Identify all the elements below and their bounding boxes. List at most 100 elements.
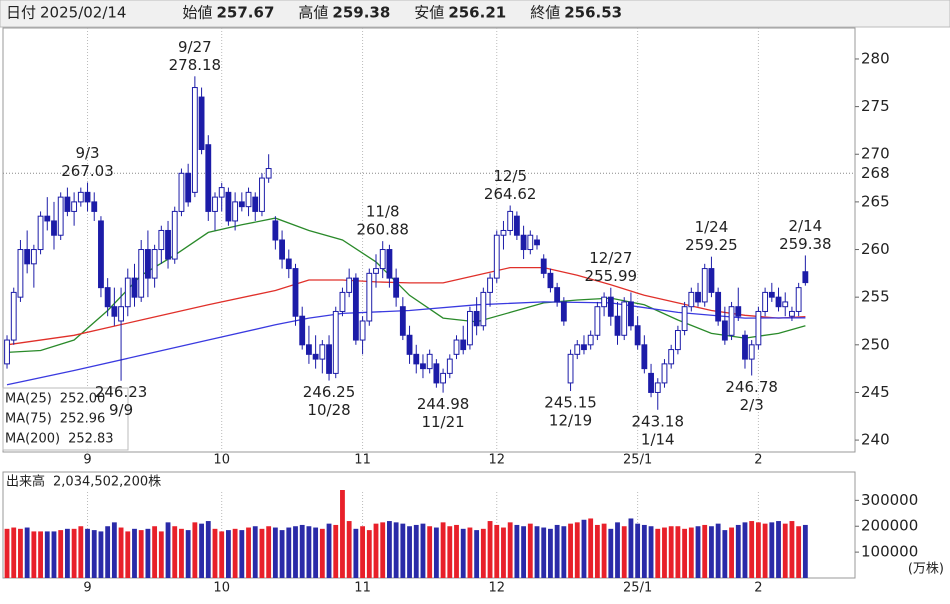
candle-body bbox=[319, 344, 326, 360]
x-tick-label: 12 bbox=[488, 581, 505, 596]
candle-body bbox=[574, 344, 581, 355]
volume-bar bbox=[561, 526, 567, 578]
candle-body bbox=[4, 339, 10, 365]
volume-bar bbox=[742, 522, 748, 578]
candle-body bbox=[144, 249, 151, 279]
volume-bar bbox=[400, 523, 406, 578]
header-text: 2025/02/14 bbox=[40, 4, 126, 22]
candle-body bbox=[654, 382, 661, 393]
annotation-value: 259.25 bbox=[685, 236, 738, 254]
candle-body bbox=[124, 277, 131, 308]
x-tick-label: 2 bbox=[754, 453, 762, 468]
header-text: 257.67 bbox=[217, 4, 275, 22]
volume-bar bbox=[179, 528, 184, 578]
annotation-date: 11/21 bbox=[421, 413, 464, 431]
volume-bar bbox=[252, 526, 258, 578]
candle-body bbox=[460, 339, 467, 351]
volume-bar bbox=[299, 524, 305, 578]
candle-body bbox=[339, 291, 346, 312]
volume-bar bbox=[118, 527, 124, 578]
candle-body bbox=[802, 271, 809, 284]
volume-bar bbox=[279, 530, 285, 578]
volume-bar bbox=[380, 522, 386, 578]
volume-bar bbox=[628, 518, 634, 578]
volume-bar bbox=[38, 531, 43, 578]
y-tick-label: 245 bbox=[861, 383, 890, 401]
volume-bar bbox=[541, 527, 547, 578]
volume-bar bbox=[138, 530, 144, 578]
candle-body bbox=[359, 320, 366, 341]
candle-body bbox=[520, 234, 527, 251]
candle-body bbox=[171, 210, 178, 260]
candle-body bbox=[57, 196, 64, 236]
candle-body bbox=[91, 201, 98, 212]
candle-body bbox=[252, 196, 259, 212]
volume-bar bbox=[789, 521, 795, 578]
candle-body bbox=[272, 220, 279, 241]
candle-body bbox=[467, 310, 473, 346]
candle-body bbox=[681, 306, 688, 332]
candle-body bbox=[554, 287, 561, 303]
volume-bar bbox=[111, 522, 117, 578]
candle-body bbox=[379, 249, 386, 270]
volume-bar bbox=[319, 528, 325, 578]
candle-body bbox=[527, 234, 534, 251]
candle-body bbox=[218, 187, 225, 198]
candle-body bbox=[728, 306, 735, 336]
annotation-value: 267.03 bbox=[61, 162, 114, 180]
volume-bar bbox=[199, 523, 204, 578]
annotation-value: 255.99 bbox=[585, 267, 638, 285]
volume-bar bbox=[521, 526, 527, 578]
candle-body bbox=[614, 315, 621, 336]
candle-body bbox=[701, 268, 708, 303]
candle-body bbox=[440, 372, 447, 384]
candle-body bbox=[795, 287, 802, 312]
volume-bar bbox=[51, 531, 57, 578]
volume-bar bbox=[313, 527, 319, 578]
candle-body bbox=[205, 144, 212, 212]
candle-body bbox=[178, 172, 185, 212]
volume-bar bbox=[98, 531, 104, 578]
annotation-date: 10/28 bbox=[307, 401, 350, 419]
candle-body bbox=[393, 277, 400, 298]
volume-bar bbox=[574, 522, 580, 578]
legend-value: 252.83 bbox=[68, 432, 114, 447]
y-tick-label: 200000 bbox=[861, 517, 918, 535]
volume-bar bbox=[454, 524, 459, 578]
volume-bar bbox=[71, 528, 77, 578]
volume-bar bbox=[373, 523, 379, 578]
annotation-date: 12/19 bbox=[549, 412, 592, 430]
candle-body bbox=[433, 363, 440, 384]
volume-bar bbox=[353, 528, 359, 578]
y-tick-label: 275 bbox=[861, 97, 890, 115]
candle-body bbox=[285, 258, 292, 270]
volume-bar bbox=[420, 523, 426, 578]
candle-body bbox=[37, 215, 44, 251]
x-tick-label: 2 bbox=[754, 581, 762, 596]
volume-bar bbox=[702, 524, 708, 578]
candle-body bbox=[185, 172, 192, 203]
volume-bar bbox=[802, 524, 808, 578]
annotation-value: 245.15 bbox=[544, 394, 597, 412]
volume-bar bbox=[615, 522, 620, 578]
annotation-date: 11/8 bbox=[366, 203, 400, 221]
x-tick-label: 10 bbox=[213, 581, 230, 596]
legend-label: MA(25) bbox=[5, 392, 52, 407]
volume-bar bbox=[487, 521, 493, 578]
candle-body bbox=[30, 249, 37, 265]
annotation-value: 246.23 bbox=[95, 383, 148, 401]
annotation-date: 2/3 bbox=[740, 396, 764, 414]
annotation-value: 246.25 bbox=[303, 383, 356, 401]
candle-body bbox=[493, 234, 500, 279]
candle-body bbox=[621, 301, 628, 336]
candle-body bbox=[607, 296, 614, 317]
volume-bar bbox=[494, 524, 500, 578]
candle-body bbox=[292, 268, 299, 317]
volume-bar bbox=[608, 528, 614, 578]
volume-bar bbox=[581, 519, 587, 578]
candle-body bbox=[446, 358, 453, 374]
volume-bar bbox=[480, 528, 486, 578]
candle-body bbox=[10, 291, 17, 341]
volume-bar bbox=[78, 526, 84, 578]
